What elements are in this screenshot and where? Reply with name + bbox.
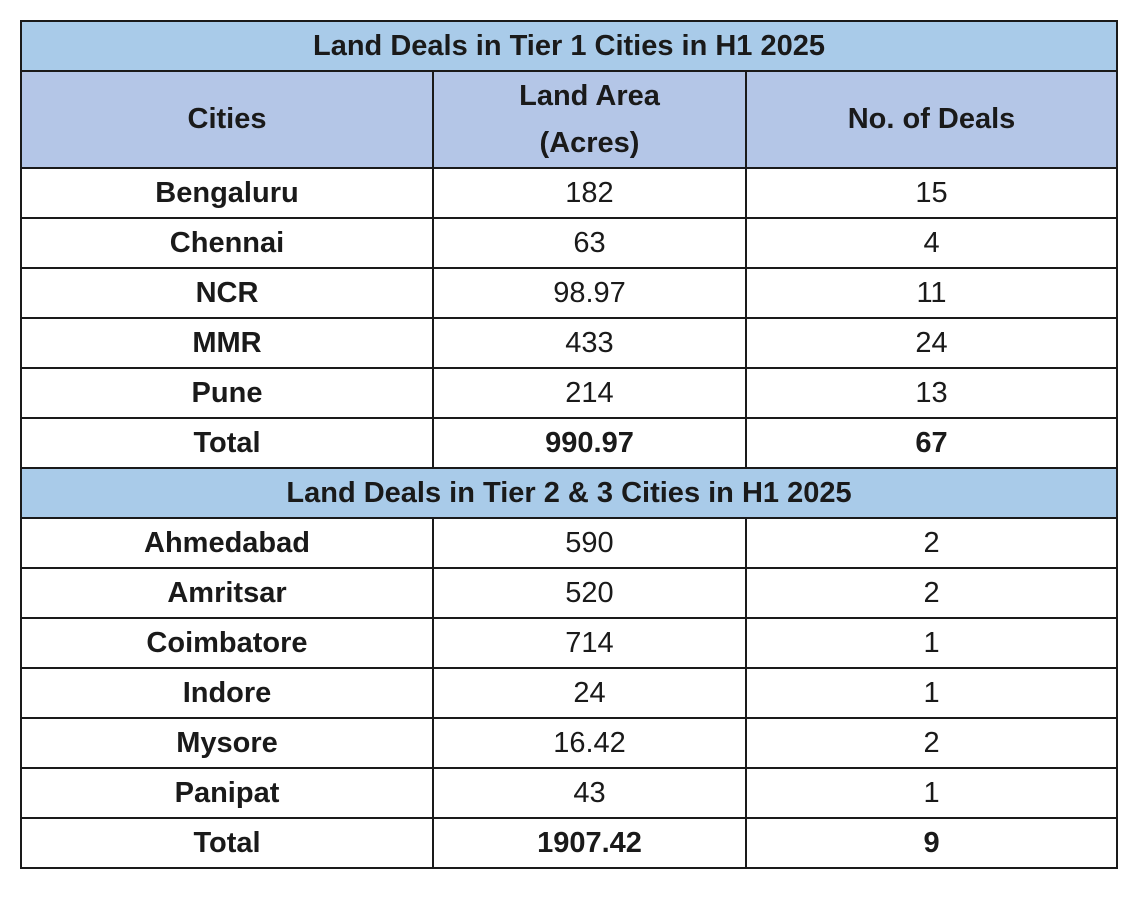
area-cell: 214 xyxy=(432,367,747,419)
total-label: Total xyxy=(20,817,434,869)
deals-cell: 1 xyxy=(744,617,1119,669)
deals-cell: 13 xyxy=(744,367,1119,419)
city-cell: Panipat xyxy=(20,767,434,819)
deals-cell: 4 xyxy=(744,217,1119,269)
header-land-area-line2: (Acres) xyxy=(539,126,640,159)
header-land-area-line1: Land Area xyxy=(519,80,660,113)
area-cell: 24 xyxy=(432,667,747,719)
area-cell: 590 xyxy=(432,517,747,569)
table-row: Chennai 63 4 xyxy=(20,217,1119,269)
city-cell: Coimbatore xyxy=(20,617,434,669)
tier23-title: Land Deals in Tier 2 & 3 Cities in H1 20… xyxy=(19,467,1119,519)
total-label: Total xyxy=(20,417,434,469)
total-deals: 67 xyxy=(744,417,1119,469)
table-row: MMR 433 24 xyxy=(20,317,1119,369)
deals-cell: 2 xyxy=(744,517,1119,569)
deals-cell: 11 xyxy=(744,267,1119,319)
area-cell: 433 xyxy=(432,317,747,369)
city-cell: Ahmedabad xyxy=(20,517,434,569)
area-cell: 16.42 xyxy=(432,717,747,769)
tier1-title: Land Deals in Tier 1 Cities in H1 2025 xyxy=(19,20,1119,72)
deals-cell: 24 xyxy=(744,317,1119,369)
deals-cell: 2 xyxy=(744,717,1119,769)
total-area: 990.97 xyxy=(432,417,747,469)
land-deals-table: Land Deals in Tier 1 Cities in H1 2025 C… xyxy=(19,20,1119,869)
deals-cell: 1 xyxy=(744,667,1119,719)
city-cell: Chennai xyxy=(20,217,434,269)
tier23-title-row: Land Deals in Tier 2 & 3 Cities in H1 20… xyxy=(19,467,1119,519)
header-land-area: Land Area (Acres) xyxy=(432,70,747,169)
area-cell: 63 xyxy=(432,217,747,269)
deals-cell: 2 xyxy=(744,567,1119,619)
table-row: Coimbatore 714 1 xyxy=(20,617,1119,669)
header-cities: Cities xyxy=(20,70,434,169)
city-cell: Bengaluru xyxy=(20,167,434,219)
deals-cell: 1 xyxy=(744,767,1119,819)
header-deals: No. of Deals xyxy=(744,70,1119,169)
table-row: Indore 24 1 xyxy=(20,667,1119,719)
city-cell: Pune xyxy=(20,367,434,419)
city-cell: Amritsar xyxy=(20,567,434,619)
area-cell: 182 xyxy=(432,167,747,219)
header-row: Cities Land Area (Acres) No. of Deals xyxy=(20,70,1119,169)
area-cell: 714 xyxy=(432,617,747,669)
total-area: 1907.42 xyxy=(432,817,747,869)
city-cell: MMR xyxy=(20,317,434,369)
tier1-title-row: Land Deals in Tier 1 Cities in H1 2025 xyxy=(19,20,1119,72)
total-deals: 9 xyxy=(744,817,1119,869)
city-cell: Indore xyxy=(20,667,434,719)
area-cell: 43 xyxy=(432,767,747,819)
table-row: Mysore 16.42 2 xyxy=(20,717,1119,769)
tier23-total-row: Total 1907.42 9 xyxy=(20,817,1119,869)
table-row: Amritsar 520 2 xyxy=(20,567,1119,619)
city-cell: NCR xyxy=(20,267,434,319)
table-row: Bengaluru 182 15 xyxy=(20,167,1119,219)
table-row: NCR 98.97 11 xyxy=(20,267,1119,319)
table-row: Panipat 43 1 xyxy=(20,767,1119,819)
area-cell: 98.97 xyxy=(432,267,747,319)
area-cell: 520 xyxy=(432,567,747,619)
table-row: Ahmedabad 590 2 xyxy=(20,517,1119,569)
tier1-total-row: Total 990.97 67 xyxy=(20,417,1119,469)
deals-cell: 15 xyxy=(744,167,1119,219)
city-cell: Mysore xyxy=(20,717,434,769)
table-row: Pune 214 13 xyxy=(20,367,1119,419)
